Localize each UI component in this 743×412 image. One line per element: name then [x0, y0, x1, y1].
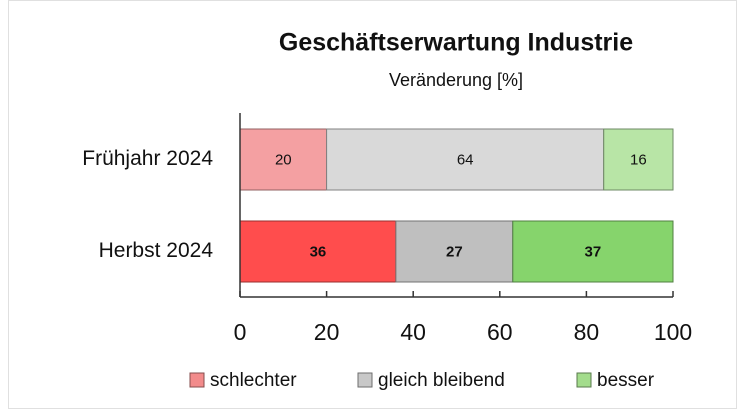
- x-tick-label: 60: [487, 319, 513, 345]
- legend-swatch: [189, 372, 205, 388]
- legend-label: gleich bleibend: [378, 370, 505, 391]
- legend-label: schlechter: [210, 370, 297, 391]
- value-label: 27: [446, 243, 463, 260]
- category-label: Herbst 2024: [99, 239, 214, 262]
- x-tick-label: 100: [654, 319, 692, 345]
- value-label: 20: [275, 151, 292, 168]
- legend-label: besser: [597, 370, 655, 391]
- value-label: 64: [457, 151, 474, 168]
- bar-segment: [326, 128, 605, 191]
- bar-segment: [239, 220, 397, 283]
- chart-title: Geschäftserwartung Industrie: [279, 29, 633, 57]
- bar-segment: [603, 128, 674, 191]
- x-tick-label: 40: [400, 319, 426, 345]
- value-label: 16: [630, 151, 647, 168]
- value-label: 37: [585, 243, 602, 260]
- value-label: 36: [310, 243, 327, 260]
- legend-swatch: [576, 372, 592, 388]
- chart-subtitle: Veränderung [%]: [389, 70, 523, 90]
- category-label: Frühjahr 2024: [82, 147, 213, 170]
- x-tick-label: 20: [314, 319, 340, 345]
- x-tick-label: 0: [234, 319, 247, 345]
- legend-swatch: [357, 372, 373, 388]
- bar-segment: [512, 220, 674, 283]
- x-tick-label: 80: [574, 319, 600, 345]
- bar-segment: [395, 220, 514, 283]
- chart-border: [8, 0, 737, 409]
- bar-segment: [239, 128, 328, 191]
